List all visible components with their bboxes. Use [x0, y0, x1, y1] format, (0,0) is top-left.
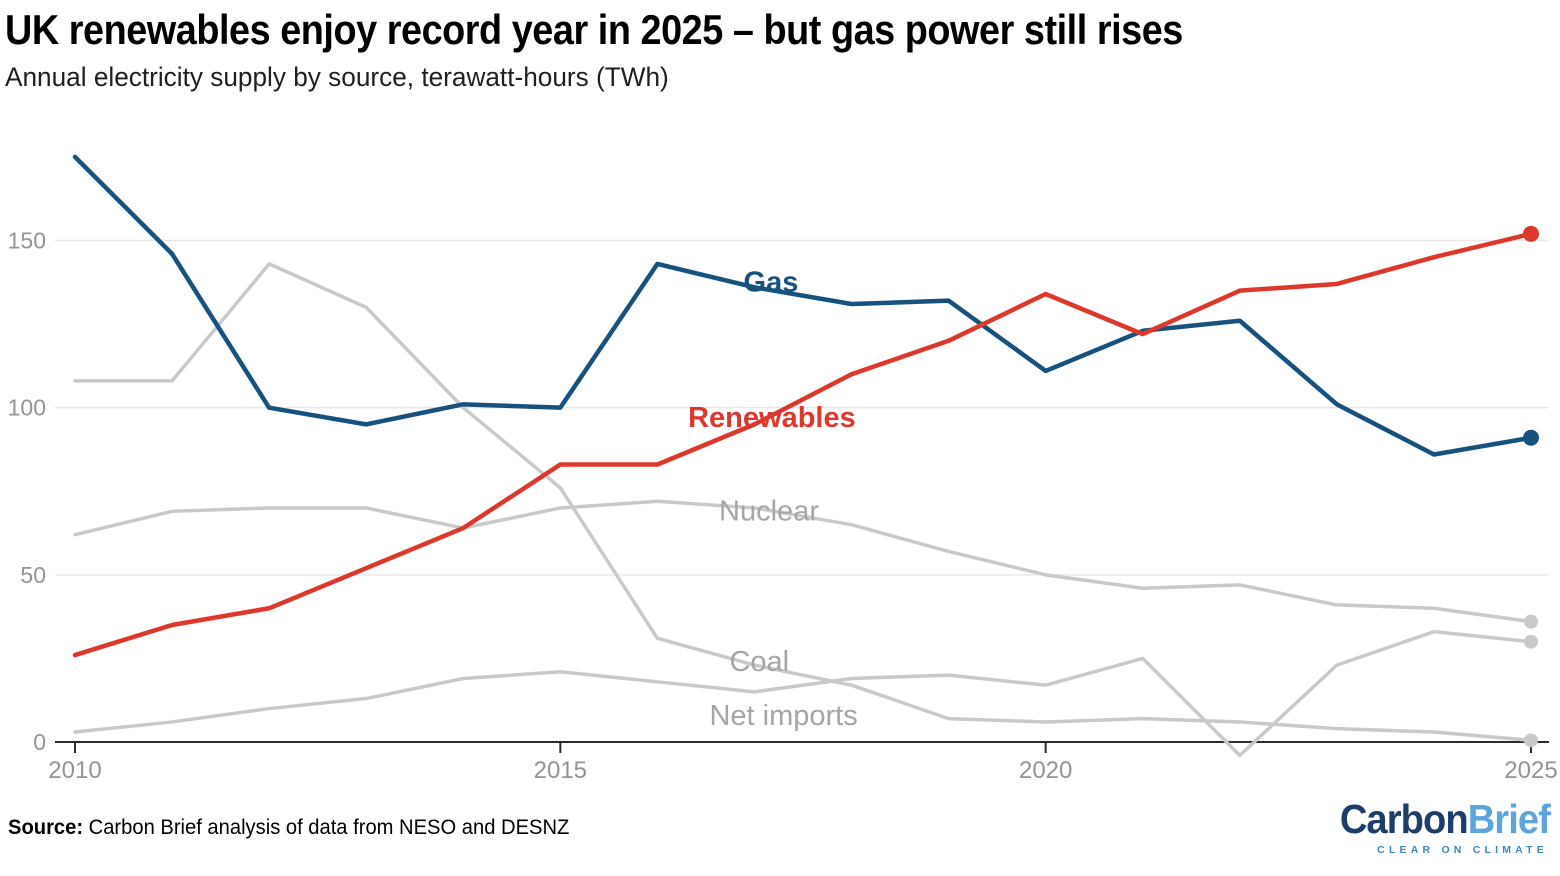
series-label-coal: Coal [729, 646, 789, 678]
y-axis-label-100: 100 [8, 395, 46, 421]
series-label-renewables: Renewables [688, 402, 856, 434]
x-axis-label-2020: 2020 [1019, 757, 1072, 784]
x-axis-label-2010: 2010 [48, 757, 101, 784]
series-label-gas: Gas [744, 267, 799, 299]
carbonbrief-logo: CarbonBrief CLEAR ON CLIMATE [1324, 796, 1551, 857]
source-text: Carbon Brief analysis of data from NESO … [83, 816, 570, 839]
series-line-gas [72, 154, 1534, 457]
logo-carbon-text: Carbon [1339, 796, 1469, 842]
series-label-nuclear: Nuclear [719, 495, 819, 527]
series-label-net-imports: Net imports [709, 700, 857, 732]
chart-subtitle: Annual electricity supply by source, ter… [5, 62, 669, 92]
y-axis-label-0: 0 [33, 729, 46, 755]
x-axis-label-2025: 2025 [1504, 757, 1557, 784]
series-end-dot-net-imports [1524, 634, 1539, 649]
series-end-dot-nuclear [1524, 614, 1539, 629]
series-line-coal [73, 262, 1533, 743]
y-axis-label-150: 150 [8, 228, 46, 254]
logo-brief-text: Brief [1467, 796, 1551, 842]
source-label: Source: [8, 816, 84, 839]
source-note: Source: Carbon Brief analysis of data fr… [8, 816, 569, 840]
series-line-nuclear [73, 499, 1533, 624]
chart-title: UK renewables enjoy record year in 2025 … [5, 6, 1183, 53]
series-end-dot-gas [1523, 429, 1540, 446]
logo-wordmark: CarbonBrief [1339, 796, 1551, 842]
line-chart: 0 50 100 150 2010 2015 2020 2025 Nuclear Coal Net … [8, 154, 1558, 784]
series-end-dot-renewables [1523, 225, 1540, 242]
logo-tagline: CLEAR ON CLIMATE [1377, 844, 1548, 857]
y-axis-label-50: 50 [20, 562, 46, 588]
series-line-renewables [72, 231, 1534, 658]
series-line-net-imports [73, 629, 1533, 758]
x-axis-label-2015: 2015 [534, 757, 587, 784]
series-end-dot-coal [1524, 733, 1539, 748]
